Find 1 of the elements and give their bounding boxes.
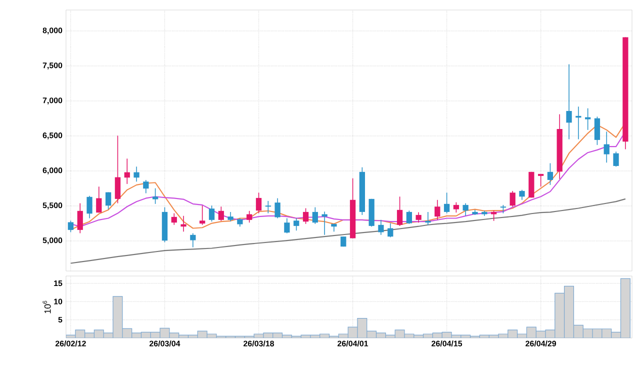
y-axis-title: 10$^{6}$ <box>42 300 51 314</box>
